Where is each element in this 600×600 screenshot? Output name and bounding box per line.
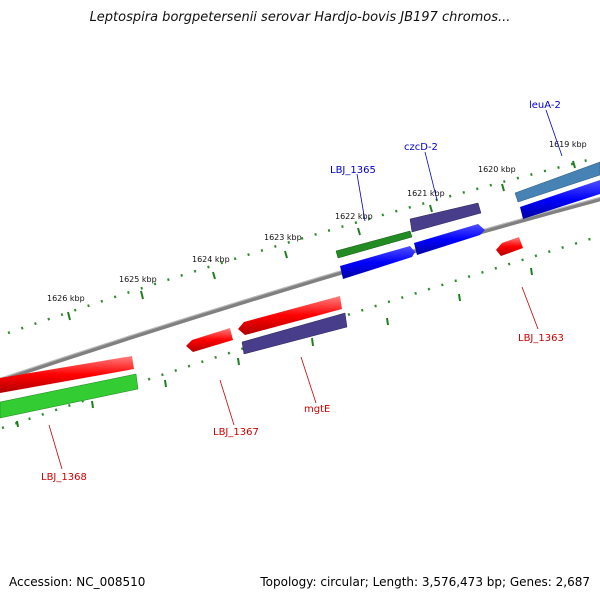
tick-label-1626: 1626 kbp bbox=[47, 294, 85, 303]
genome-summary-text: Topology: circular; Length: 3,576,473 bp… bbox=[260, 575, 590, 589]
tick-label-1624: 1624 kbp bbox=[192, 255, 230, 264]
gene-green-lbj1365[interactable] bbox=[335, 230, 413, 259]
gene-purple-czcd2[interactable] bbox=[409, 202, 482, 233]
gene-label-lbj1363: LBJ_1363 bbox=[518, 333, 564, 344]
outer-major-ticks bbox=[67, 160, 576, 321]
tick-label-1623: 1623 kbp bbox=[264, 233, 302, 242]
gene-steel-leua2[interactable] bbox=[514, 161, 600, 203]
gene-blue-forward-2[interactable] bbox=[414, 224, 485, 255]
gene-label-lbj1368: LBJ_1368 bbox=[41, 472, 87, 483]
gene-blue-forward-3[interactable] bbox=[520, 180, 600, 219]
gene-label-leua2: leuA-2 bbox=[529, 100, 561, 111]
gene-red-lbj1368[interactable] bbox=[0, 356, 134, 393]
gene-label-lbj1367: LBJ_1367 bbox=[213, 427, 259, 438]
gene-purple-mgte-bar[interactable] bbox=[241, 312, 348, 355]
genome-backbone bbox=[0, 197, 600, 383]
gene-red-mgte[interactable] bbox=[238, 296, 342, 335]
label-connectors bbox=[48, 109, 563, 470]
tick-label-1620: 1620 kbp bbox=[478, 165, 516, 174]
gene-blue-forward-1[interactable] bbox=[340, 246, 415, 279]
gene-label-czcd2: czcD-2 bbox=[404, 142, 438, 153]
tick-label-1621: 1621 kbp bbox=[407, 189, 445, 198]
gene-red-lbj1363[interactable] bbox=[496, 237, 523, 256]
tick-label-1619: 1619 kbp bbox=[549, 140, 587, 149]
tick-label-1625: 1625 kbp bbox=[119, 275, 157, 284]
gene-label-lbj1365: LBJ_1365 bbox=[330, 165, 376, 176]
accession-text: Accession: NC_008510 bbox=[9, 575, 146, 589]
inner-major-ticks bbox=[16, 267, 533, 428]
tick-label-1622: 1622 kbp bbox=[335, 212, 373, 221]
map-title: Leptospira borgpetersenii serovar Hardjo… bbox=[89, 10, 511, 25]
gene-lightgreen-lbj1368[interactable] bbox=[0, 373, 139, 419]
genome-backbone-highlight bbox=[0, 196, 600, 379]
gene-label-mgte: mgtE bbox=[304, 404, 330, 415]
gene-red-lbj1367[interactable] bbox=[186, 328, 233, 352]
